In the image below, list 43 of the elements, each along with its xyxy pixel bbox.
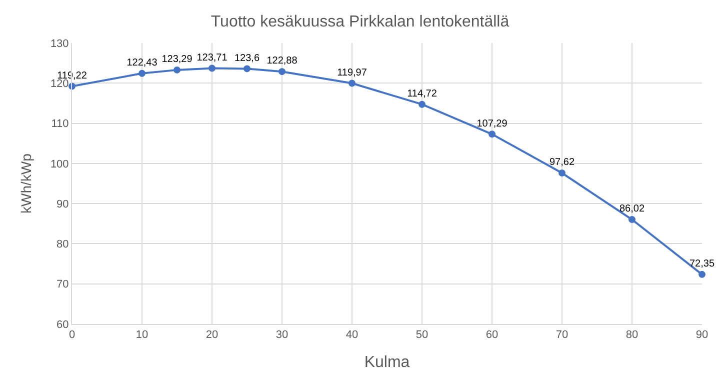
y-tick-label: 90: [56, 198, 69, 210]
data-label: 114,72: [407, 88, 438, 100]
y-tick-label: 110: [51, 118, 69, 130]
point: [348, 80, 356, 87]
x-tick-label: 30: [276, 329, 288, 342]
data-label: 123,6: [234, 52, 260, 64]
point: [138, 70, 146, 77]
x-tick-label: 70: [556, 329, 568, 342]
point: [488, 130, 496, 138]
x-tick-label: 80: [626, 329, 638, 342]
x-tick-label: 40: [346, 329, 358, 342]
y-tick-label: 80: [56, 238, 69, 251]
data-label: 107,29: [476, 118, 508, 130]
chart-title: Tuotto kesäkuussa Pirkkalan lentokentällä: [210, 13, 510, 30]
y-tick-label: 100: [50, 158, 69, 170]
x-tick-label: 50: [416, 329, 428, 342]
x-tick-label: 90: [696, 329, 708, 342]
y-tick-label: 120: [50, 78, 69, 90]
data-label: 97,62: [549, 157, 575, 168]
point: [628, 216, 636, 224]
x-tick-label: 0: [68, 329, 76, 342]
data-label: 86,02: [619, 204, 645, 215]
y-tick-label: 70: [56, 278, 69, 291]
data-label: 123,71: [196, 52, 228, 64]
data-label: 122,43: [126, 58, 158, 69]
y-tick-label: 60: [56, 318, 69, 331]
point: [278, 68, 286, 76]
point: [418, 100, 426, 108]
y-axis-title: kWh/kWp: [18, 153, 34, 214]
x-axis-title: Kulma: [364, 354, 410, 371]
point: [558, 169, 566, 176]
point: [208, 64, 216, 72]
x-tick-label: 20: [206, 329, 218, 342]
point: [244, 65, 250, 72]
data-label: 123,29: [162, 54, 193, 66]
data-label: 119,97: [337, 67, 368, 78]
point: [174, 66, 180, 74]
y-tick-label: 130: [50, 38, 69, 50]
point: [698, 270, 706, 278]
data-label: 72,35: [689, 258, 715, 270]
x-tick-label: 10: [136, 329, 148, 342]
data-label: 122,88: [266, 56, 298, 67]
x-tick-label: 60: [486, 329, 498, 342]
